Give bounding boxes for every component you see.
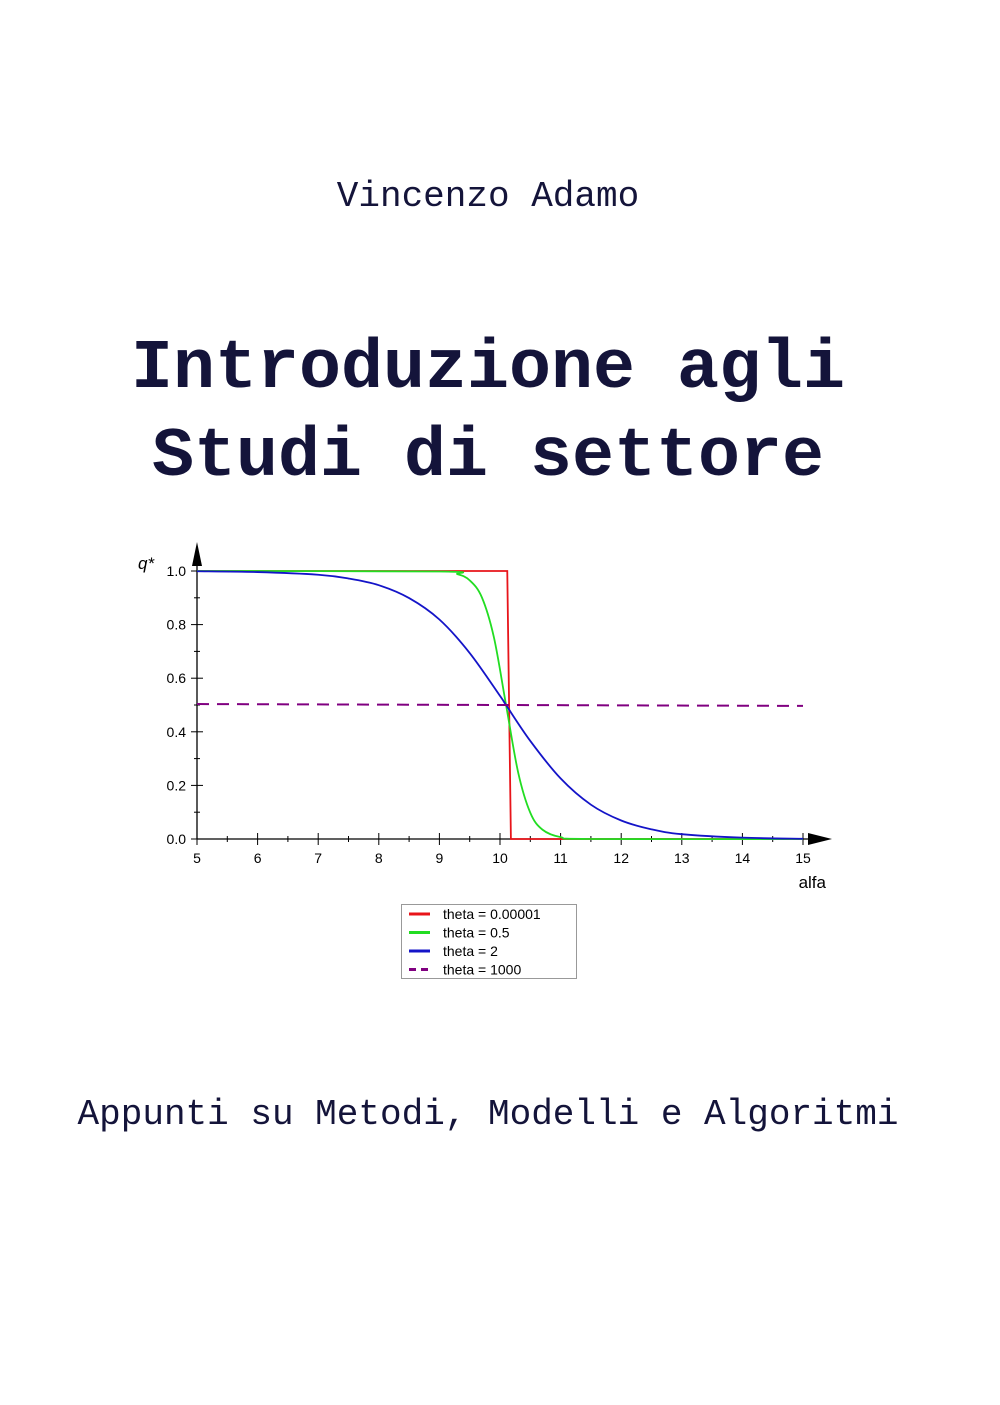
- legend-label: theta = 2: [443, 943, 498, 959]
- y-tick-label: 1.0: [167, 563, 187, 579]
- legend-label: theta = 0.00001: [443, 906, 541, 922]
- x-tick-label: 11: [553, 850, 568, 866]
- x-tick-label: 7: [314, 850, 322, 866]
- x-tick-label: 12: [613, 850, 629, 866]
- title-line-1: Introduzione agli: [130, 330, 846, 409]
- legend-label: theta = 1000: [443, 962, 521, 978]
- legend-label: theta = 0.5: [443, 925, 510, 941]
- curves: [196, 570, 804, 841]
- y-axis-arrow: [192, 542, 202, 566]
- y-axis-label: q*: [138, 554, 155, 573]
- x-tick-label: 15: [795, 850, 811, 866]
- x-axis-label: alfa: [799, 873, 827, 892]
- y-tick-label: 0.4: [167, 724, 187, 740]
- legend-box: [401, 904, 577, 979]
- x-tick-label: 14: [735, 850, 751, 866]
- series-line: [196, 703, 804, 707]
- author-name: Vincenzo Adamo: [336, 176, 640, 217]
- x-tick-label: 9: [436, 850, 444, 866]
- legend: theta = 0.00001 theta = 0.5 theta = 2 theta…: [401, 904, 577, 979]
- x-tick-label: 6: [254, 850, 262, 866]
- title-line-2: Studi di settore: [151, 418, 825, 497]
- series-line: [196, 570, 804, 840]
- x-tick-label: 13: [674, 850, 690, 866]
- x-tick-label: 10: [492, 850, 508, 866]
- y-tick-label: 0.8: [167, 617, 187, 633]
- x-tick-label: 5: [193, 850, 201, 866]
- subtitle: Appunti su Metodi, Modelli e Algoritmi: [77, 1094, 899, 1135]
- x-tick-label: 8: [375, 850, 383, 866]
- x-axis-arrow: [808, 833, 832, 845]
- y-tick-label: 0.2: [167, 777, 187, 793]
- y-tick-label: 0.6: [167, 670, 187, 686]
- y-tick-label: 0.0: [167, 831, 187, 847]
